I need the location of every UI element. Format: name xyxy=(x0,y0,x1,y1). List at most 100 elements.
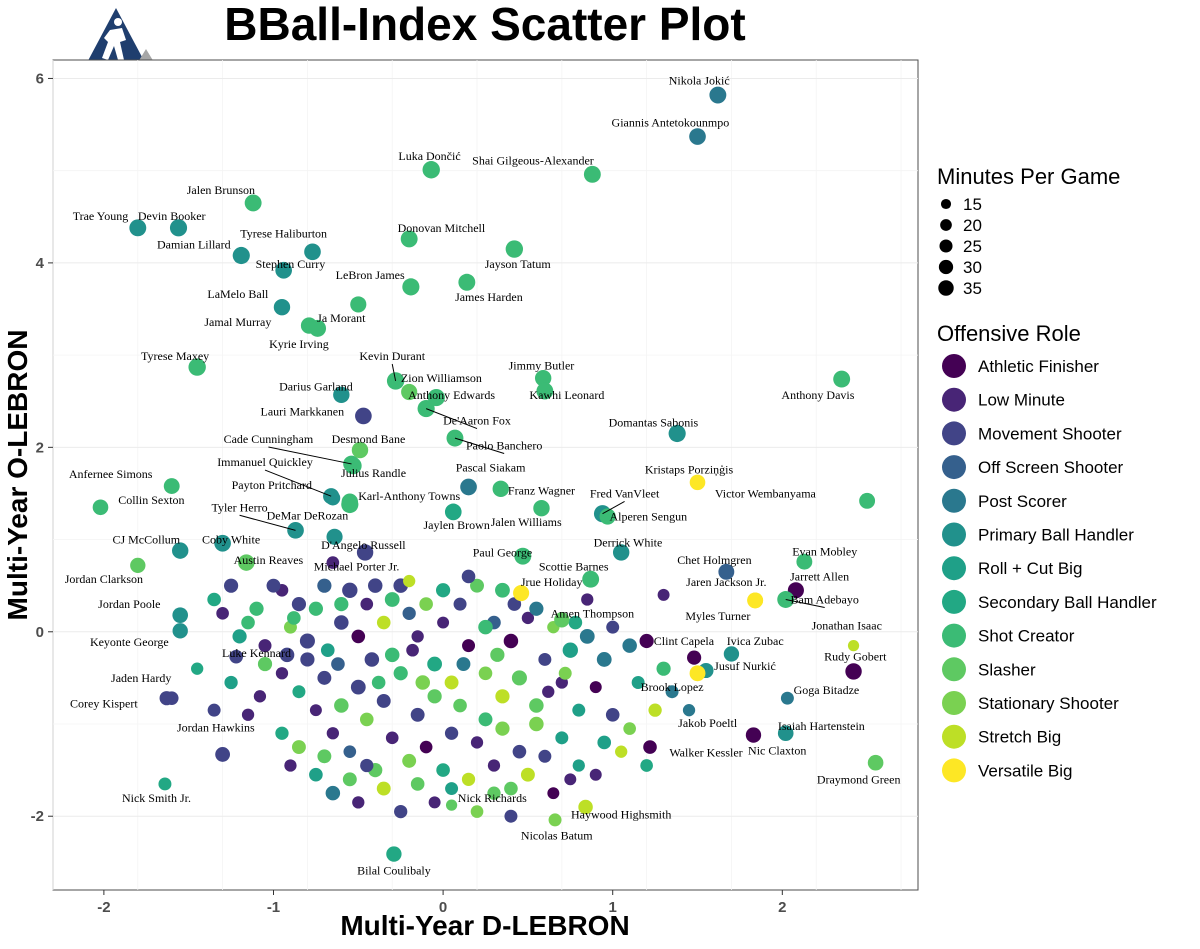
point-label: Julius Randle xyxy=(341,466,406,480)
scatter-point-labeled xyxy=(534,369,552,387)
scatter-point xyxy=(224,675,238,690)
point-label: Tyler Herro xyxy=(211,500,267,514)
x-tick-label: 1 xyxy=(609,899,617,916)
scatter-point xyxy=(275,726,289,740)
color-legend-key xyxy=(942,522,966,547)
point-label: Jrue Holiday xyxy=(521,575,583,589)
scatter-point xyxy=(521,611,535,625)
size-legend-label: 35 xyxy=(963,279,982,298)
scatter-point xyxy=(568,615,583,630)
scatter-point xyxy=(605,707,620,722)
scatter-point-labeled xyxy=(444,503,462,521)
y-tick-label: 2 xyxy=(36,439,44,456)
scatter-point xyxy=(419,597,433,611)
scatter-point-labeled xyxy=(718,563,735,580)
color-legend-label: Roll + Cut Big xyxy=(978,559,1082,578)
scatter-point-labeled xyxy=(275,261,292,279)
x-tick-label: -1 xyxy=(267,899,280,916)
scatter-point-labeled xyxy=(92,499,109,516)
point-label: Giannis Antetokounmpo xyxy=(612,116,730,130)
scatter-point xyxy=(308,601,323,616)
point-label: Kyrie Irving xyxy=(269,337,329,351)
scatter-point xyxy=(406,643,419,657)
scatter-point xyxy=(444,726,459,740)
point-label: Walker Kessler xyxy=(669,746,742,760)
scatter-point xyxy=(456,657,471,672)
scatter-point xyxy=(495,689,510,704)
scatter-point-labeled xyxy=(745,727,762,743)
point-label: Jonathan Isaac xyxy=(812,618,882,632)
scatter-point-labeled xyxy=(159,691,174,706)
scatter-point-labeled xyxy=(578,799,593,815)
scatter-point xyxy=(402,753,417,768)
scatter-point-labeled xyxy=(845,663,862,680)
scatter-point-labeled xyxy=(350,296,367,313)
scatter-point-labeled xyxy=(747,592,764,609)
scatter-point xyxy=(326,727,340,740)
scatter-point xyxy=(529,698,544,713)
scatter-point xyxy=(470,736,484,749)
size-legend-key xyxy=(940,198,952,210)
scatter-point xyxy=(309,767,323,782)
point-label: Paul George xyxy=(473,545,532,559)
point-label: Jaren Jackson Jr. xyxy=(686,575,766,589)
scatter-point-labeled xyxy=(796,553,813,570)
scatter-point-labeled xyxy=(232,246,250,265)
scatter-point xyxy=(511,670,527,686)
x-tick-label: 0 xyxy=(439,899,447,916)
point-label: Brook Lopez xyxy=(641,680,704,694)
scatter-point-labeled xyxy=(513,584,530,602)
scatter-point xyxy=(427,656,443,672)
scatter-point xyxy=(384,592,400,607)
point-label: Stephen Curry xyxy=(256,257,326,271)
scatter-point-labeled xyxy=(867,754,884,771)
scatter-point xyxy=(436,763,450,777)
color-legend-label: Stationary Shooter xyxy=(978,694,1119,713)
x-axis-title: Multi-Year D-LEBRON xyxy=(340,910,629,941)
scatter-point xyxy=(495,721,510,736)
point-label: CJ McCollum xyxy=(112,533,180,547)
point-label: Nicolas Batum xyxy=(521,829,593,843)
color-legend-key xyxy=(942,488,966,513)
scatter-point xyxy=(648,703,662,717)
scatter-point-labeled xyxy=(689,128,706,145)
point-label: Desmond Bane xyxy=(332,432,406,446)
scatter-point xyxy=(232,629,247,644)
scatter-point-labeled xyxy=(422,161,440,179)
point-label: Devin Booker xyxy=(138,209,206,223)
scatter-point xyxy=(350,679,366,695)
point-label: Anfernee Simons xyxy=(69,467,153,481)
scatter-point-labeled xyxy=(400,230,418,248)
color-legend-key xyxy=(942,455,966,480)
scatter-point xyxy=(623,722,636,735)
point-label: Evan Mobley xyxy=(792,545,857,559)
scatter-point-labeled xyxy=(238,554,255,571)
point-label: Franz Wagner xyxy=(508,484,575,498)
scatter-point-labeled xyxy=(723,646,740,662)
scatter-point xyxy=(512,744,527,759)
scatter-point-labeled xyxy=(548,813,562,827)
point-label: Collin Sexton xyxy=(118,493,184,507)
scatter-point-labeled xyxy=(458,273,476,291)
scatter-point xyxy=(411,630,424,643)
scatter-point-labeled xyxy=(325,490,341,506)
point-label: Jarrett Allen xyxy=(790,569,849,583)
scatter-point xyxy=(562,642,578,658)
scatter-point-labeled xyxy=(445,799,458,811)
scatter-point xyxy=(394,804,408,819)
color-legend-label: Post Scorer xyxy=(978,492,1067,511)
scatter-point-labeled xyxy=(643,740,657,754)
point-label: Chet Holmgren xyxy=(677,553,751,567)
scatter-point-labeled xyxy=(344,457,362,475)
scatter-point-labeled xyxy=(859,492,876,509)
scatter-point xyxy=(470,805,484,818)
scatter-point xyxy=(444,675,459,690)
scatter-point xyxy=(589,681,602,694)
scatter-point xyxy=(266,578,281,593)
scatter-point xyxy=(331,657,345,671)
scatter-point xyxy=(579,628,595,644)
scatter-point xyxy=(287,611,301,625)
scatter-point xyxy=(470,578,484,593)
scatter-point xyxy=(359,712,374,727)
